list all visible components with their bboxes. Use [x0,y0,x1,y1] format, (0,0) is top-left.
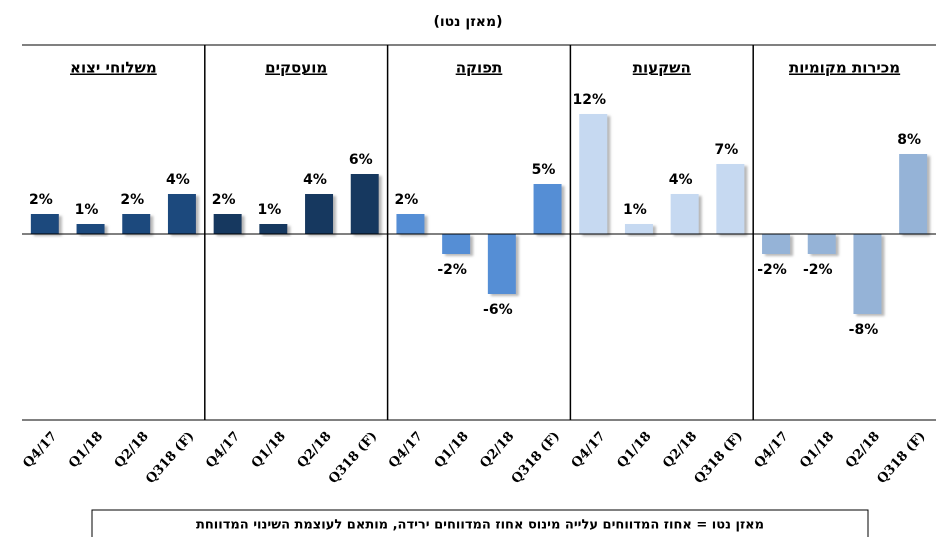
bar [762,234,791,254]
value-label: 1% [257,202,281,218]
bar [76,224,105,234]
note-box [91,509,869,541]
panel-title: השקעות [633,59,691,77]
panel-title: מכירות מקומיות [789,59,900,77]
x-tick-label: Q318 (F) [692,429,746,487]
x-tick-label: Q318 (F) [509,429,563,487]
panel-title: משלוחי יצוא [70,59,157,77]
x-tick-label: Q1/18 [614,429,654,471]
x-tick-label: Q1/18 [432,429,472,471]
x-tick-label: Q4/17 [752,429,792,471]
bar [396,214,425,234]
bar [487,234,516,294]
bar [305,194,334,234]
x-tick-label: Q318 (F) [874,429,928,487]
x-tick-label: Q2/18 [660,429,700,471]
bar [350,174,379,234]
panel-title: תפוקה [456,59,503,77]
value-label: 5% [532,162,556,178]
value-label: 4% [166,172,190,188]
value-label: 6% [349,152,373,168]
value-label: 8% [897,132,921,148]
x-tick-label: Q318 (F) [326,429,380,487]
bar [259,224,288,234]
value-label: 4% [303,172,327,188]
value-label: 2% [120,192,144,208]
x-tick-label: Q318 (F) [143,429,197,487]
value-label: 1% [75,202,99,218]
note: מאזן נטו = אחוז המדווחים עלייה מינוס אחו… [196,518,764,533]
bar [624,224,653,234]
bar [579,114,608,234]
x-tick-label: Q1/18 [66,429,106,471]
value-label: 7% [714,142,738,158]
x-tick-label: Q4/17 [569,429,609,471]
x-tick-label: Q1/18 [249,429,289,471]
value-label: 2% [212,192,236,208]
x-tick-label: Q1/18 [797,429,837,471]
bar [30,214,59,234]
bar [853,234,882,314]
value-label: 2% [395,192,419,208]
value-label: -2% [803,262,833,278]
bar [533,184,562,234]
value-label: -6% [483,302,513,318]
bar [213,214,242,234]
value-label: 12% [572,92,606,108]
bar [716,164,745,234]
bar [167,194,196,234]
value-label: -2% [757,262,787,278]
value-label: -2% [437,262,467,278]
x-tick-label: Q2/18 [295,429,335,471]
bar [899,154,928,234]
bar [670,194,699,234]
value-label: 4% [669,172,693,188]
x-tick-label: Q4/17 [20,429,60,471]
value-label: -8% [849,322,879,338]
value-label: 1% [623,202,647,218]
bar [442,234,471,254]
x-tick-label: Q2/18 [843,429,883,471]
x-tick-label: Q4/17 [203,429,243,471]
chart-title: (מאזן נטו) [433,14,502,30]
value-label: 2% [29,192,53,208]
panel-title: מועסקים [265,59,327,77]
x-tick-label: Q4/17 [386,429,426,471]
bar [122,214,151,234]
x-tick-label: Q2/18 [477,429,517,471]
bar [807,234,836,254]
x-tick-label: Q2/18 [112,429,152,471]
